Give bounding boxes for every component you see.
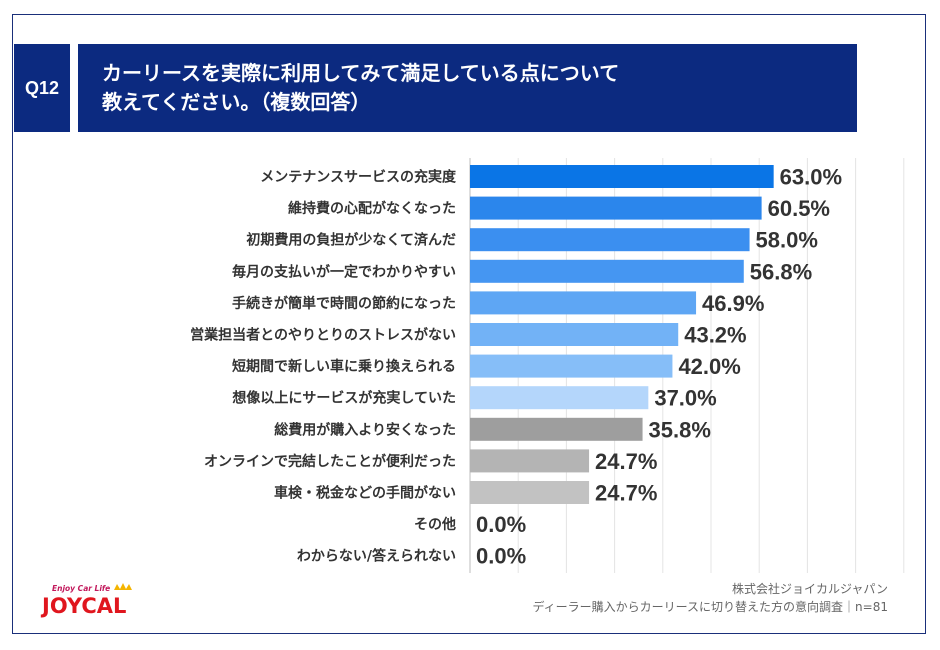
value-label: 24.7% [595,449,657,474]
bar [470,196,762,220]
chart-value-labels: 63.0% 60.5% 58.0% 56.8% 46.9% 43.2% 42.0% 37.0%… [476,165,842,569]
bar [470,449,590,473]
question-title-box: カーリースを実際に利用してみて満足している点について 教えてください。（複数回答… [78,44,857,132]
category-label: 車検・税金などの手間がない [274,485,456,502]
value-label: 24.7% [595,481,657,506]
category-label: わからない/答えられない [297,548,456,565]
bar [470,165,774,188]
category-label: 手続きが簡単で時間の節約になった [232,295,456,312]
footer-source: 株式会社ジョイカルジャパン ディーラー購入からカーリースに切り替えた方の意向調査… [533,580,889,616]
value-label: 0.0% [476,512,526,537]
bar [470,386,649,410]
category-label: 初期費用の負担が少なくて済んだ [246,232,456,249]
logo-crown-icon [114,583,132,590]
category-label: 短期間で新しい車に乗り換えられる [232,358,456,375]
category-label: 毎月の支払いが一定でわかりやすい [232,263,456,280]
category-label: 営業担当者とのやりとりのストレスがない [190,327,456,344]
footer-company: 株式会社ジョイカルジャパン [731,582,888,596]
bar [470,291,697,315]
value-label: 56.8% [750,259,812,284]
category-label: オンラインで完結したことが便利だった [204,453,456,470]
joycal-logo: Enjoy Car Life JOYCAL [40,583,132,618]
value-label: 58.0% [756,228,818,253]
question-number: Q12 [24,77,60,98]
category-label: 総費用が購入より安くなった [274,421,456,438]
logo-brand: JOYCAL [40,594,126,618]
category-label: その他 [414,516,456,533]
chart-bars [470,165,774,504]
value-label: 60.5% [768,196,830,221]
question-title-line2: 教えてください。（複数回答） [102,90,371,114]
value-label: 35.8% [649,417,711,442]
footer-survey: ディーラー購入からカーリースに切り替えた方の意向調査｜n=81 [532,600,889,614]
category-label: 維持費の心配がなくなった [288,200,456,217]
question-number-badge: Q12 [14,44,70,132]
value-label: 0.0% [476,544,526,569]
bar [470,417,643,441]
chart-category-labels: メンテナンスサービスの充実度維持費の心配がなくなった初期費用の負担が少なくて済ん… [190,169,457,565]
bar [470,354,673,378]
value-label: 46.9% [702,291,764,316]
bar [470,323,679,346]
value-label: 42.0% [678,354,740,379]
category-label: メンテナンスサービスの充実度 [260,169,457,186]
logo-tagline: Enjoy Car Life [52,584,110,593]
bar [470,481,590,504]
value-label: 63.0% [780,165,842,190]
bar [470,228,750,252]
category-label: 想像以上にサービスが充実していた [231,390,456,407]
question-title-line1: カーリースを実際に利用してみて満足している点について [102,61,620,85]
value-label: 43.2% [684,323,746,348]
bar [470,259,744,283]
value-label: 37.0% [654,386,716,411]
